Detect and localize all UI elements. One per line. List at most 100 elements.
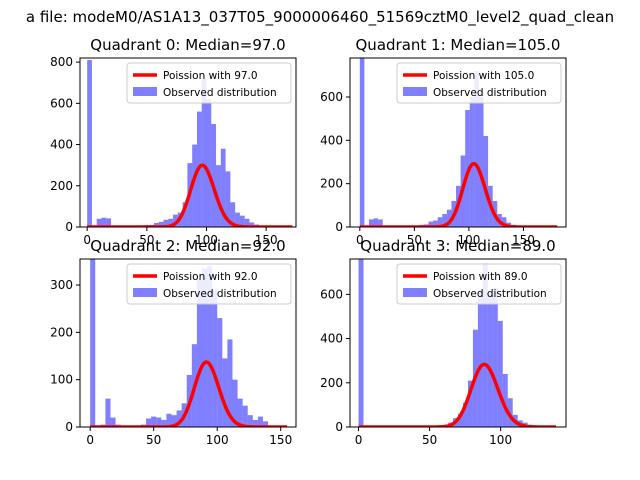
legend: Poission with 92.0 Observed distribution	[126, 263, 292, 305]
y-tick-label: 400	[320, 133, 343, 147]
panel-title: Quadrant 3: Median=89.0	[360, 237, 555, 255]
panel-title: Quadrant 0: Median=97.0	[90, 36, 285, 54]
histogram-bar	[497, 320, 503, 427]
y-tick-label: 200	[50, 179, 73, 193]
histogram-bar	[378, 219, 383, 227]
y-tick-label: 600	[320, 287, 343, 301]
y-tick-label: 0	[335, 420, 343, 434]
legend-label-observed: Observed distribution	[163, 288, 277, 300]
histogram-bar	[237, 398, 243, 427]
histogram-bar	[239, 215, 245, 227]
y-tick-label: 400	[50, 138, 73, 152]
histogram-bar	[206, 99, 212, 227]
histogram-bar	[482, 263, 488, 427]
histogram-bar	[168, 218, 174, 227]
histogram-bar	[225, 171, 231, 227]
x-tick-label: 0	[86, 433, 94, 447]
histogram-bar	[257, 416, 263, 427]
x-tick-label: 100	[195, 233, 218, 247]
axes-frame	[79, 258, 297, 428]
plot-area	[358, 259, 557, 427]
y-tick-label: 0	[335, 220, 343, 234]
histogram-bar	[428, 221, 434, 227]
histogram-bar	[146, 418, 152, 427]
histogram-bar	[373, 218, 379, 227]
histogram-bar	[462, 402, 468, 427]
histogram-bar	[161, 419, 167, 427]
histogram-bar	[222, 358, 228, 427]
histogram-bar	[507, 398, 513, 427]
histogram-bar	[173, 214, 178, 227]
histogram-bar	[158, 221, 164, 227]
histogram-bar	[469, 97, 475, 227]
y-tick-label: 300	[50, 278, 73, 292]
histogram-bar	[467, 380, 473, 427]
histogram-bar	[252, 419, 258, 427]
legend-label-poisson: Poission with 89.0	[433, 271, 528, 283]
histogram-bar	[182, 202, 188, 227]
poisson-curve	[358, 362, 557, 427]
histogram-bar	[216, 165, 221, 227]
y-tick-label: 600	[320, 90, 343, 104]
histogram-bar	[458, 413, 463, 427]
axes-frame	[79, 57, 297, 228]
histogram-bar	[110, 417, 116, 427]
histogram-bar	[232, 379, 238, 427]
histogram-bar	[196, 280, 202, 427]
histogram-bar	[207, 266, 213, 427]
histogram-bar	[151, 416, 157, 427]
histogram-bar	[230, 202, 236, 227]
histogram-bar	[156, 417, 162, 427]
y-tick-label: 600	[50, 96, 73, 110]
histogram-bar	[220, 148, 226, 227]
panel-quadrant-2: Quadrant 2: Median=92.0 0 50 100 150 0 100 200…	[50, 237, 297, 447]
legend-label-observed: Observed distribution	[433, 87, 547, 99]
legend: Poission with 105.0 Observed distribution	[396, 62, 562, 104]
histogram-bar	[192, 144, 197, 227]
panel-title: Quadrant 1: Median=105.0	[356, 36, 561, 54]
histogram-bar	[235, 212, 240, 227]
histogram-bar	[153, 222, 159, 227]
histogram-bar	[171, 415, 177, 427]
histogram-bar	[502, 373, 508, 427]
histogram-bar	[442, 214, 447, 227]
legend-label-poisson: Poission with 92.0	[163, 271, 258, 283]
histogram-bar	[492, 287, 498, 427]
histogram-bar	[433, 220, 438, 227]
y-tick-label: 200	[320, 177, 343, 191]
histogram-bar	[242, 405, 248, 427]
histogram-bar	[247, 415, 253, 427]
histogram-bar	[483, 136, 489, 227]
histogram-bar	[477, 289, 483, 427]
histogram-bar	[105, 398, 111, 427]
histogram-bar	[359, 58, 365, 227]
histogram-bar	[249, 222, 255, 227]
histogram-bar	[244, 218, 250, 227]
x-tick-label: 50	[407, 233, 422, 247]
y-tick-label: 100	[50, 373, 73, 387]
x-tick-label: 100	[489, 433, 512, 447]
histogram-bar	[211, 123, 217, 227]
panel-title: Quadrant 2: Median=92.0	[90, 237, 285, 255]
x-tick-label: 0	[355, 433, 363, 447]
x-tick-label: 150	[269, 433, 292, 447]
y-tick-label: 0	[65, 220, 73, 234]
figure-suptitle: a file: modeM0/AS1A13_037T05_9000006460_…	[26, 8, 614, 27]
histogram-bar	[501, 217, 507, 227]
legend-label-poisson: Poission with 105.0	[433, 70, 534, 82]
histogram-bar	[437, 217, 443, 227]
histogram-bar	[368, 219, 374, 227]
histogram-bar	[212, 289, 218, 427]
x-tick-label: 100	[206, 433, 229, 447]
panel-quadrant-0: Quadrant 0: Median=97.0 0 50 100 150 0 200 400…	[50, 36, 297, 247]
x-tick-label: 50	[146, 433, 161, 447]
legend-label-poisson: Poission with 97.0	[163, 70, 258, 82]
x-tick-label: 50	[422, 433, 437, 447]
plot-area	[89, 259, 288, 427]
histogram-bar	[87, 60, 92, 227]
panel-quadrant-1: Quadrant 1: Median=105.0 0 50 100 150 0 200 40…	[320, 36, 567, 247]
legend-label-observed: Observed distribution	[163, 87, 277, 99]
y-tick-label: 800	[50, 55, 73, 69]
y-tick-label: 200	[320, 376, 343, 390]
